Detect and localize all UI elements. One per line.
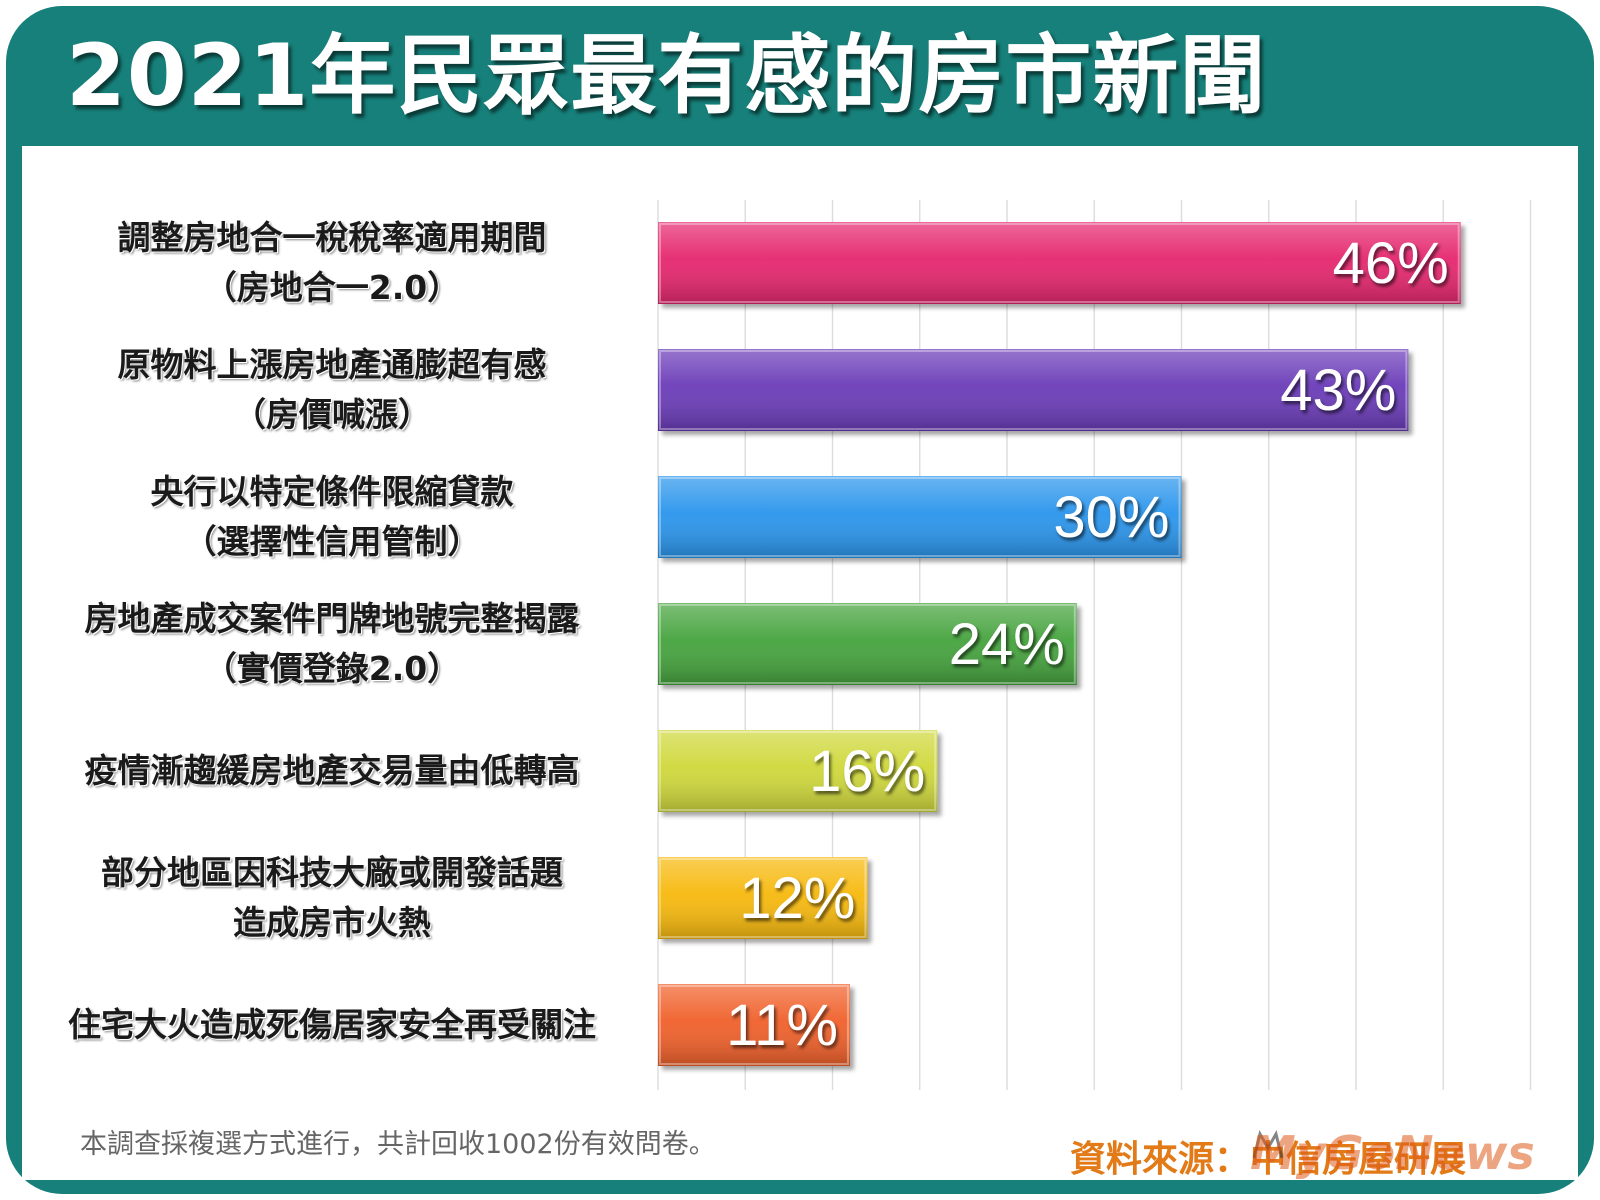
category-label: 部分地區因科技大廠或開發話題 造成房市火熱 bbox=[32, 848, 632, 948]
bar-value-label: 30% bbox=[1053, 485, 1169, 550]
chart-panel-bottom bbox=[22, 1140, 1578, 1180]
bar-group: 43% bbox=[658, 349, 1409, 431]
bar-value-label: 46% bbox=[1333, 231, 1449, 296]
category-label: 住宅大火造成死傷居家安全再受關注 bbox=[32, 1000, 632, 1050]
bar-gloss bbox=[658, 857, 868, 939]
bar-value-label: 11% bbox=[726, 993, 838, 1058]
bar-bevel bbox=[659, 477, 1181, 557]
mygonews-logo-icon bbox=[1252, 1130, 1284, 1159]
category-label-line: 房地產成交案件門牌地號完整揭露 bbox=[84, 599, 580, 638]
category-label-line: （房價喊漲） bbox=[233, 395, 431, 434]
category-label-line: 部分地區因科技大廠或開發話題 bbox=[101, 853, 563, 892]
bar-bevel bbox=[659, 858, 867, 938]
category-label: 央行以特定條件限縮貸款 （選擇性信用管制） bbox=[32, 467, 632, 567]
category-label-line: 疫情漸趨緩房地產交易量由低轉高 bbox=[84, 751, 580, 790]
bar-group: 11% bbox=[658, 984, 850, 1066]
category-label-line: （選擇性信用管制） bbox=[183, 522, 481, 561]
bar-group: 30% bbox=[658, 476, 1182, 558]
bar-gloss bbox=[658, 730, 938, 812]
bars: 46% 43% 30% 24% 16% 12% 11% bbox=[658, 222, 1461, 1066]
bar-gloss bbox=[658, 222, 1461, 304]
bar-gloss bbox=[658, 349, 1409, 431]
bar-group: 46% bbox=[658, 222, 1461, 304]
category-label-line: 原物料上漲房地產通膨超有感 bbox=[117, 345, 547, 384]
category-label: 房地產成交案件門牌地號完整揭露 （實價登錄2.0） bbox=[32, 594, 632, 694]
bar-group: 16% bbox=[658, 730, 938, 812]
category-label-line: （實價登錄2.0） bbox=[203, 649, 461, 688]
survey-note: 本調查採複選方式進行，共計回收1002份有效問卷。 bbox=[80, 1129, 716, 1160]
category-label-line: 住宅大火造成死傷居家安全再受關注 bbox=[68, 1005, 596, 1044]
category-label-line: 造成房市火熱 bbox=[233, 903, 431, 942]
bar-group: 12% bbox=[658, 857, 868, 939]
category-label-line: 調整房地合一稅稅率適用期間 bbox=[117, 218, 547, 257]
bar-gloss bbox=[658, 603, 1077, 685]
bar-value-label: 12% bbox=[739, 866, 855, 931]
category-label: 調整房地合一稅稅率適用期間 （房地合一2.0） bbox=[32, 213, 632, 313]
category-label-line: 央行以特定條件限縮貸款 bbox=[150, 472, 514, 511]
bar-group: 24% bbox=[658, 603, 1077, 685]
category-label: 疫情漸趨緩房地產交易量由低轉高 bbox=[32, 746, 632, 796]
page-title: 2021年民眾最有感的房市新聞 bbox=[66, 26, 1267, 126]
bar-bevel bbox=[659, 223, 1460, 303]
bar-bevel bbox=[659, 985, 849, 1065]
bar-gloss bbox=[658, 476, 1182, 558]
bar-value-label: 43% bbox=[1280, 358, 1396, 423]
category-label-line: （房地合一2.0） bbox=[203, 268, 461, 307]
bar-bevel bbox=[659, 731, 937, 811]
bar-bevel bbox=[659, 350, 1408, 430]
watermark: MyGoNews bbox=[1250, 1126, 1535, 1180]
category-label: 原物料上漲房地產通膨超有感 （房價喊漲） bbox=[32, 340, 632, 440]
bar-value-label: 24% bbox=[949, 612, 1065, 677]
bar-value-label: 16% bbox=[809, 739, 925, 804]
bar-gloss bbox=[658, 984, 850, 1066]
bar-bevel bbox=[659, 604, 1076, 684]
